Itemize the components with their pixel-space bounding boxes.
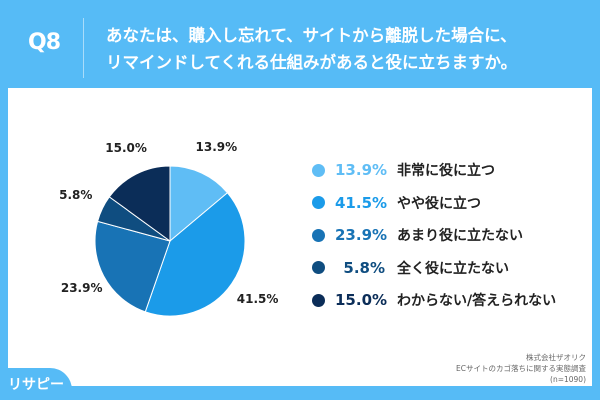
legend-swatch (312, 293, 325, 307)
legend-item: 13.9% 非常に役に立つ (312, 154, 556, 187)
logo-text: リサピー (8, 377, 64, 393)
legend-swatch (312, 196, 325, 210)
slice-label: 15.0% (105, 141, 147, 156)
legend-swatch (312, 261, 325, 275)
slice-label: 5.8% (59, 188, 93, 203)
legend-percent: 13.9% (335, 161, 388, 180)
divider (83, 18, 84, 78)
slice-label: 23.9% (60, 281, 103, 295)
legend-label: やや役に立つ (397, 195, 481, 212)
legend-percent: 5.8% (343, 258, 385, 277)
source-note: 株式会社ザオリク ECサイトのカゴ落ちに関する実態調査 (n=1090) (456, 352, 586, 385)
legend-label: あまり役に立たない (397, 228, 523, 245)
legend-label: 非常に役に立つ (397, 163, 495, 180)
legend-percent: 41.5% (335, 193, 388, 212)
question-number: Q8 (28, 30, 61, 55)
question-title: あなたは、購入し忘れて、サイトから離脱した場合に、 リマインドしてくれる仕組みが… (106, 22, 517, 76)
title-line-2: リマインドしてくれる仕組みがあると役に立ちますか。 (106, 53, 518, 72)
legend-swatch (312, 163, 325, 177)
legend-swatch (312, 228, 325, 242)
pie-slice (108, 165, 171, 242)
legend: 13.9% 非常に役に立つ 41.5% やや役に立つ 23.9% あまり役に立たない 5.8… (312, 154, 556, 317)
legend-item: 15.0% わからない/答えられない (312, 284, 556, 317)
survey-name: ECサイトのカゴ落ちに関する実態調査 (456, 364, 586, 373)
legend-label: わからない/答えられない (397, 293, 557, 310)
legend-item: 41.5% やや役に立つ (312, 187, 556, 220)
logo: リサピー (0, 368, 72, 400)
legend-percent: 15.0% (335, 291, 388, 310)
pie-slice (144, 192, 246, 317)
legend-percent: 23.9% (335, 226, 388, 245)
pie-slice (94, 220, 171, 313)
company: 株式会社ザオリク (526, 353, 586, 362)
sample-size: (n=1090) (550, 375, 586, 384)
legend-label: 全く役に立たない (397, 260, 509, 277)
legend-item: 5.8% 全く役に立たない (312, 252, 556, 285)
slice-label: 13.9% (195, 139, 238, 154)
title-line-1: あなたは、購入し忘れて、サイトから離脱した場合に、 (106, 26, 517, 45)
slice-label: 41.5% (236, 291, 279, 306)
legend-item: 23.9% あまり役に立たない (312, 219, 556, 252)
pie-slice (169, 165, 229, 243)
